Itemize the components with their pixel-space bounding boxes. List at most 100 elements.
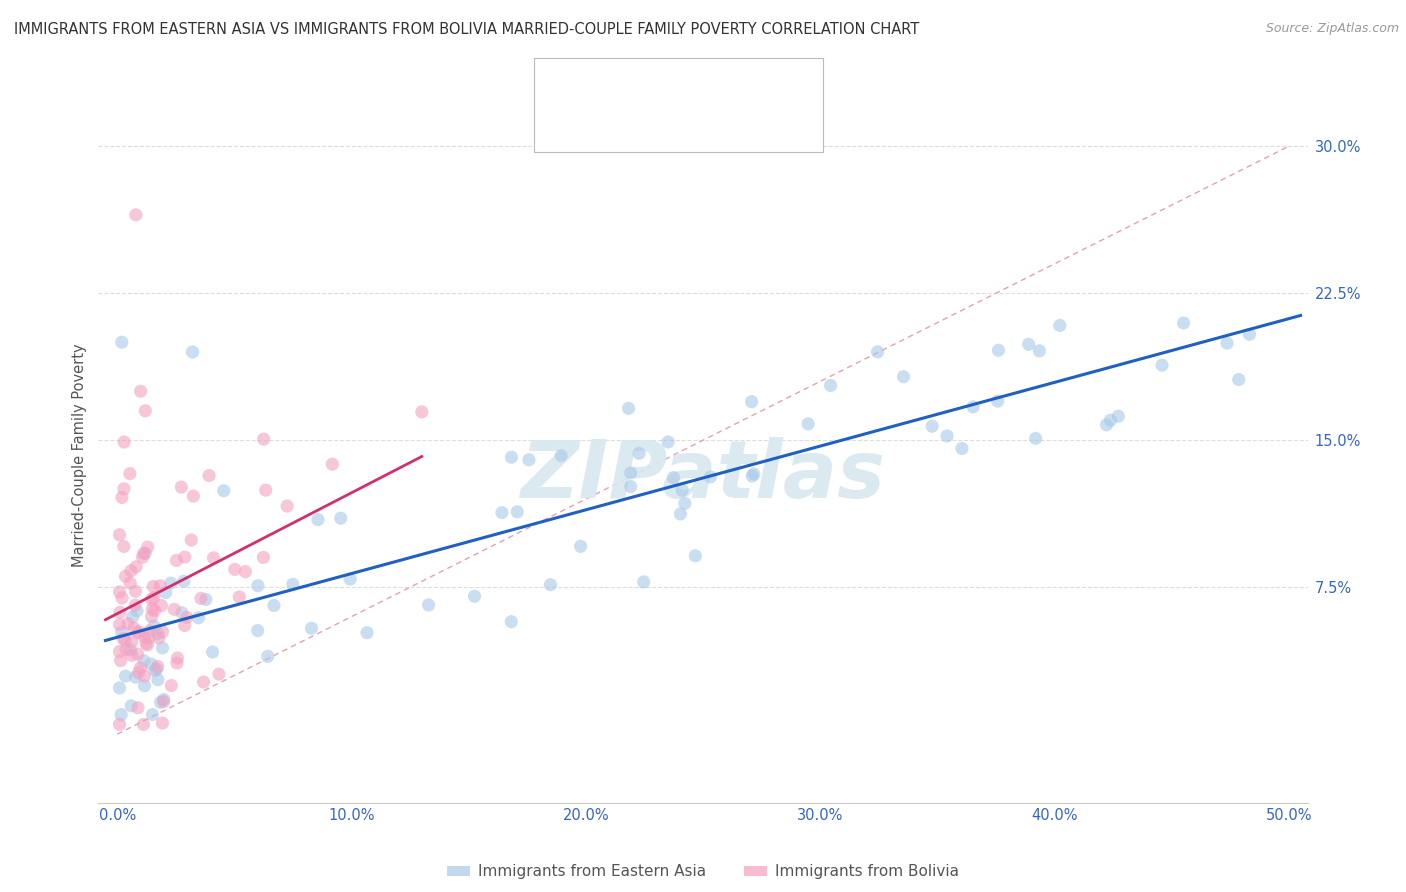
Point: [136, 638, 159, 652]
Point: [187, 611, 209, 625]
Y-axis label: Married-Couple Family Poverty: Married-Couple Family Poverty: [72, 343, 87, 566]
Point: [181, 345, 204, 359]
Point: [669, 507, 692, 521]
Legend: Immigrants from Eastern Asia, Immigrants from Bolivia: Immigrants from Eastern Asia, Immigrants…: [441, 858, 965, 886]
Point: [252, 550, 274, 565]
Point: [1150, 358, 1173, 372]
Point: [501, 450, 523, 465]
Point: [517, 452, 540, 467]
Point: [160, 679, 183, 693]
Point: [160, 576, 183, 591]
Point: [183, 489, 205, 503]
Point: [170, 606, 193, 620]
Point: [110, 625, 132, 640]
Point: [166, 651, 188, 665]
Point: [142, 579, 165, 593]
Point: [141, 592, 163, 607]
Point: [173, 550, 195, 565]
Point: [276, 499, 298, 513]
Point: [122, 621, 145, 635]
Point: [224, 562, 246, 576]
Point: [893, 369, 915, 384]
Point: [173, 574, 195, 589]
Text: Source: ZipAtlas.com: Source: ZipAtlas.com: [1265, 22, 1399, 36]
Point: [115, 642, 138, 657]
Text: 89: 89: [735, 78, 758, 96]
Point: [193, 675, 215, 690]
Point: [134, 546, 156, 560]
Point: [121, 610, 143, 624]
Point: [329, 511, 352, 525]
Point: [339, 572, 361, 586]
Point: [141, 707, 163, 722]
Point: [1018, 337, 1040, 351]
Point: [741, 394, 763, 409]
Point: [673, 496, 696, 510]
Point: [987, 394, 1010, 409]
Point: [246, 579, 269, 593]
Point: [111, 591, 134, 605]
Point: [620, 480, 643, 494]
Point: [108, 605, 131, 619]
Point: [129, 661, 152, 675]
Point: [228, 590, 250, 604]
Point: [538, 577, 561, 591]
Point: [112, 540, 135, 554]
Point: [194, 592, 217, 607]
Point: [1099, 413, 1122, 427]
Point: [671, 483, 693, 498]
Point: [253, 432, 276, 446]
Point: [962, 400, 984, 414]
Point: [1095, 417, 1118, 432]
Point: [108, 717, 131, 731]
Point: [166, 656, 188, 670]
Point: [212, 483, 235, 498]
Point: [114, 669, 136, 683]
Point: [120, 576, 142, 591]
Point: [464, 589, 486, 603]
Point: [1028, 343, 1050, 358]
Point: [254, 483, 277, 497]
Point: [141, 602, 163, 616]
Point: [114, 633, 136, 648]
Point: [125, 559, 148, 574]
Point: [190, 591, 212, 606]
Point: [152, 624, 174, 639]
Point: [263, 599, 285, 613]
Point: [121, 648, 143, 663]
Point: [657, 434, 679, 449]
Point: [180, 533, 202, 547]
Point: [142, 591, 165, 605]
Point: [301, 621, 323, 635]
Point: [124, 670, 146, 684]
Point: [117, 616, 139, 631]
Point: [121, 635, 143, 649]
Point: [281, 577, 304, 591]
Point: [741, 469, 763, 483]
Point: [235, 565, 257, 579]
Point: [149, 579, 172, 593]
Point: [136, 540, 159, 554]
Point: [620, 466, 643, 480]
Point: [152, 692, 174, 706]
Point: [1173, 316, 1195, 330]
Point: [146, 659, 169, 673]
Point: [418, 598, 440, 612]
Point: [127, 647, 149, 661]
Point: [112, 434, 135, 449]
Point: [491, 506, 513, 520]
Point: [110, 707, 132, 722]
Point: [628, 446, 651, 460]
Point: [742, 467, 765, 481]
Point: [152, 694, 174, 708]
Text: R =: R =: [595, 117, 631, 135]
Point: [866, 344, 889, 359]
Point: [134, 404, 156, 418]
Point: [155, 585, 177, 599]
Point: [685, 549, 707, 563]
Point: [150, 599, 173, 613]
Point: [246, 624, 269, 638]
Point: [112, 632, 135, 646]
Point: [987, 343, 1010, 358]
Text: N =: N =: [683, 117, 731, 135]
